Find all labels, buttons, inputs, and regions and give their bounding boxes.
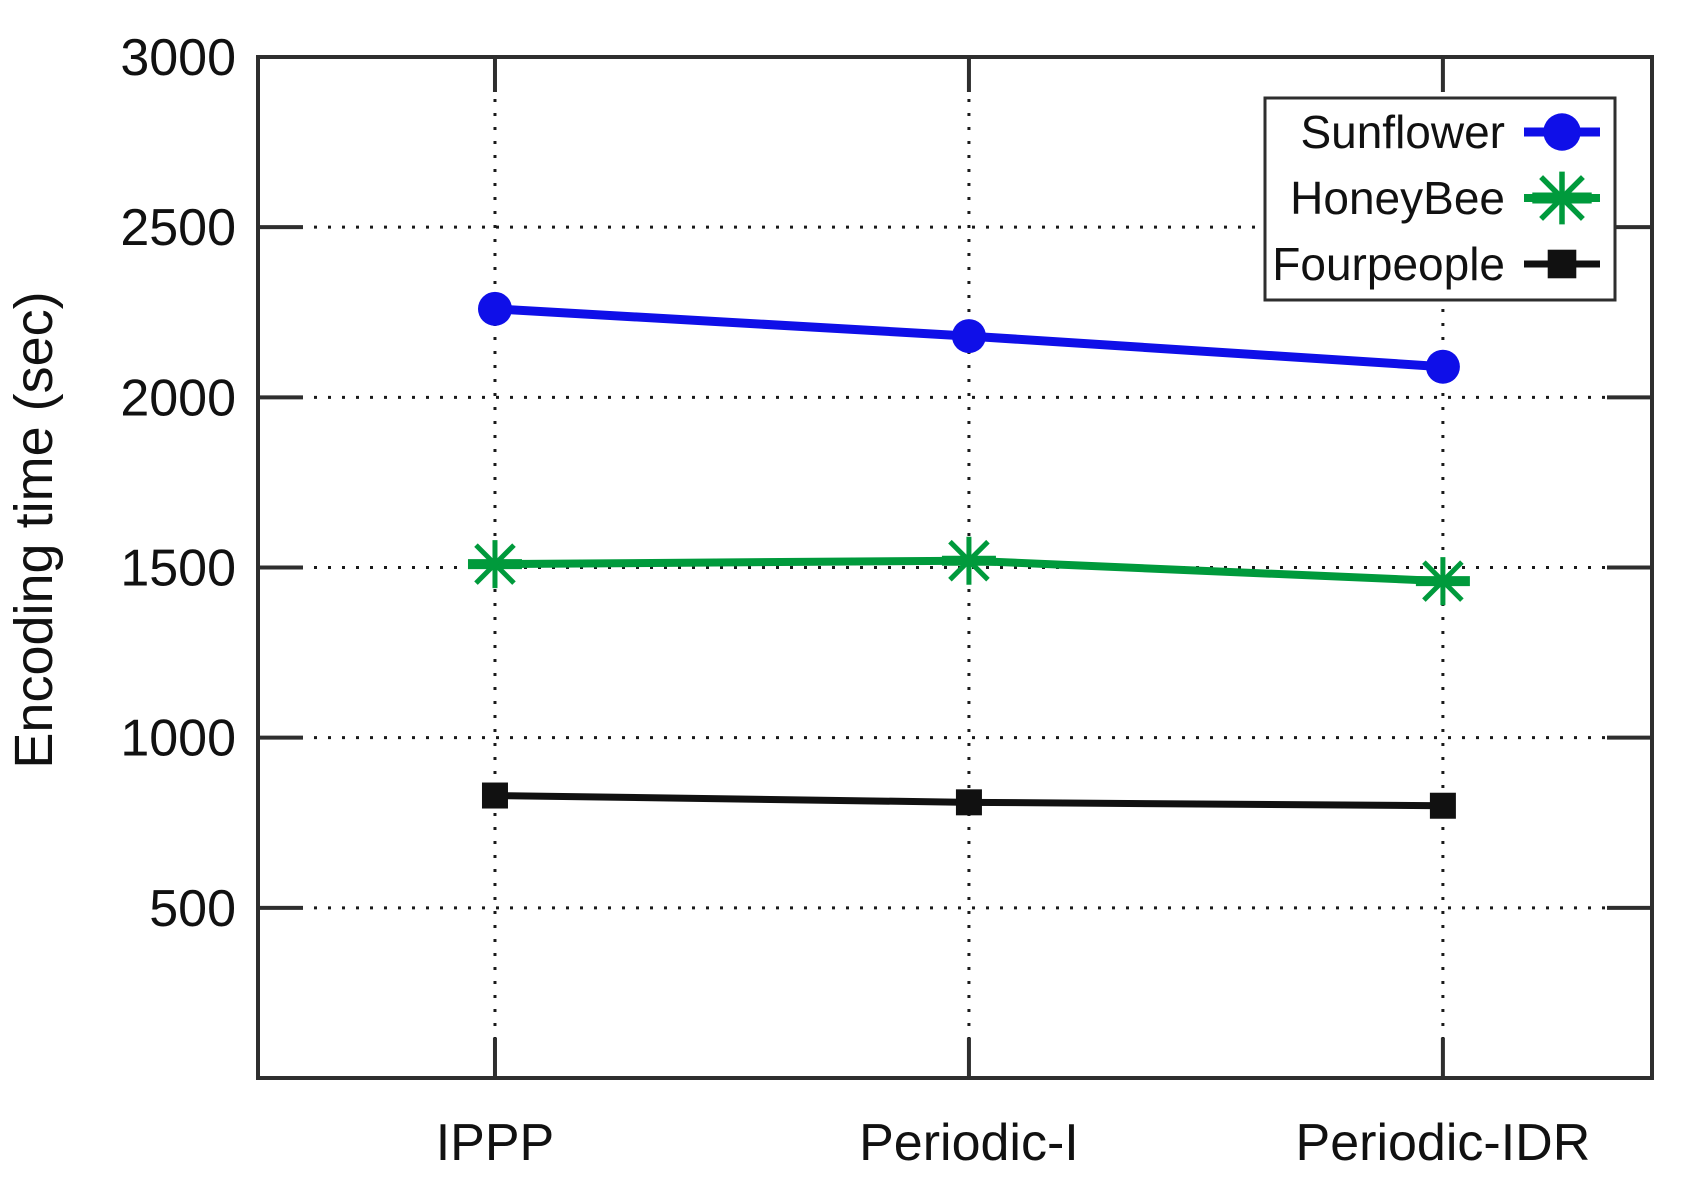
- y-tick-label-3000: 3000: [120, 29, 236, 87]
- y-tick-label-2500: 2500: [120, 199, 236, 257]
- legend-marker-Fourpeople-icon: [1547, 249, 1577, 279]
- x-tick-label-IPPP: IPPP: [436, 1114, 555, 1172]
- y-tick-label-2000: 2000: [120, 369, 236, 427]
- legend-layer: Sunflower HoneyBee Fourpeople: [1263, 96, 1617, 302]
- marker-Fourpeople-IPPP: [481, 782, 508, 809]
- marker-Sunflower-IPPP: [477, 291, 512, 326]
- legend-label-HoneyBee: HoneyBee: [1290, 172, 1505, 224]
- y-tick-label-1500: 1500: [120, 540, 236, 598]
- marker-Fourpeople-Periodic-IDR: [1429, 792, 1456, 819]
- legend-marker-Sunflower-icon: [1543, 113, 1581, 151]
- marker-Sunflower-Periodic-IDR: [1425, 349, 1460, 384]
- plot-border: [256, 55, 1654, 1080]
- marker-HoneyBee-Periodic-I: [941, 536, 996, 585]
- legend-entry-HoneyBee: HoneyBee: [1290, 171, 1600, 225]
- x-tick-label-Periodic-I: Periodic-I: [859, 1114, 1079, 1172]
- legend-label-Fourpeople: Fourpeople: [1272, 238, 1505, 290]
- marker-HoneyBee-IPPP: [467, 540, 522, 589]
- x-tick-label-Periodic-IDR: Periodic-IDR: [1296, 1114, 1591, 1172]
- legend-entry-Sunflower: Sunflower: [1300, 106, 1600, 158]
- marker-Fourpeople-Periodic-I: [955, 789, 982, 816]
- marker-Sunflower-Periodic-I: [951, 319, 986, 354]
- series-Sunflower: [477, 291, 1460, 384]
- legend-marker-HoneyBee-icon: [1532, 171, 1592, 225]
- series-HoneyBee: [467, 536, 1470, 606]
- series-Fourpeople: [481, 782, 1456, 819]
- axis-layer: 500 1000 1500 2000 2500 3000 IPPP Periodic-I Per…: [120, 29, 1654, 1172]
- y-tick-label-500: 500: [149, 880, 236, 938]
- y-tick-label-1000: 1000: [120, 710, 236, 768]
- legend-entry-Fourpeople: Fourpeople: [1272, 238, 1600, 290]
- series-layer: [467, 291, 1470, 819]
- legend-label-Sunflower: Sunflower: [1300, 106, 1505, 158]
- y-axis-title: Encoding time (sec): [4, 291, 64, 768]
- marker-HoneyBee-Periodic-IDR: [1415, 557, 1470, 606]
